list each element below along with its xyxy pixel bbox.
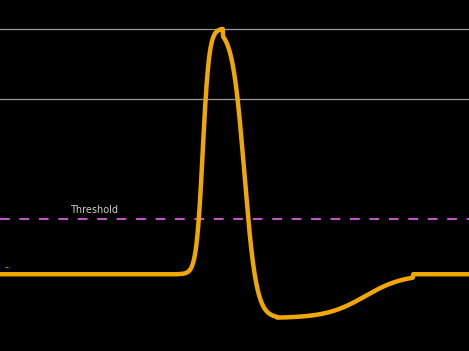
Text: Threshold: Threshold bbox=[70, 205, 118, 215]
Text: -: - bbox=[5, 262, 9, 272]
